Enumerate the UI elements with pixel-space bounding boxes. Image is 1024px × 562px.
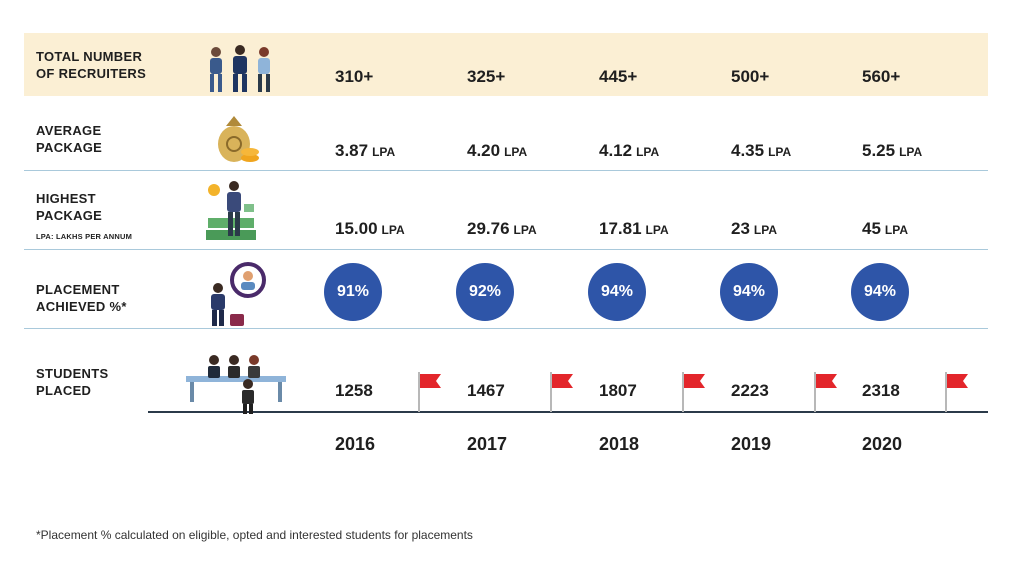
cell-value: 4.20	[467, 141, 501, 160]
cell-unit: LPA	[768, 145, 792, 159]
year-label-2016: 2016	[335, 434, 376, 454]
year-label-2018: 2018	[599, 434, 640, 454]
table-cell: 15.00 LPA	[335, 219, 405, 239]
table-cell: 1258	[335, 381, 373, 401]
table-cell: 5.25 LPA	[862, 141, 922, 161]
row-divider	[24, 328, 988, 329]
year-label-2020: 2020	[862, 434, 903, 454]
footnote: *Placement % calculated on eligible, opt…	[36, 528, 473, 542]
row-label-line: ACHIEVED %*	[36, 299, 127, 314]
cell-value: 15.00	[335, 219, 378, 238]
table-cell: 1807	[599, 381, 637, 401]
cell-unit: LPA	[636, 145, 660, 159]
header-band	[24, 33, 988, 96]
cell-unit: LPA	[884, 223, 909, 237]
cell-unit: LPA	[513, 223, 537, 237]
cell-value: 4.35	[731, 141, 765, 160]
cell-value: 17.81	[599, 219, 642, 238]
cell-unit: LPA	[899, 145, 923, 159]
table-cell: 1467	[467, 381, 505, 401]
row-label-line: AVERAGE	[36, 123, 102, 138]
table-cell: 29.76 LPA	[467, 219, 537, 239]
year-label-2019: 2019	[731, 434, 772, 454]
recruiters-icon	[210, 45, 270, 92]
placement-badge: 94%	[720, 263, 778, 321]
row-label-line: PLACEMENT	[36, 282, 120, 297]
row-label-highest-package: HIGHEST PACKAGE LPA: LAKHS PER ANNUM	[36, 190, 132, 245]
table-cell: 4.35 LPA	[731, 141, 791, 161]
cell-value: 560+	[862, 67, 901, 86]
row-label-recruiters: TOTAL NUMBER OF RECRUITERS	[36, 48, 146, 82]
interview-panel-icon	[186, 355, 286, 414]
baseline	[148, 411, 988, 413]
cell-value: 500+	[731, 67, 770, 86]
cell-value: 4.12	[599, 141, 633, 160]
placement-badge: 94%	[588, 263, 646, 321]
cell-value: 2318	[862, 381, 900, 400]
cell-value: 29.76	[467, 219, 510, 238]
flag-icon	[418, 372, 441, 412]
flag-icon	[682, 372, 705, 412]
businessman-money-icon	[206, 181, 256, 240]
table-cell: 4.20 LPA	[467, 141, 527, 161]
cell-unit: LPA	[504, 145, 528, 159]
table-cell: 3.87 LPA	[335, 141, 395, 161]
flag-icon	[814, 372, 837, 412]
row-label-line: PACKAGE	[36, 208, 103, 223]
table-cell: 310+	[335, 67, 373, 87]
cell-value: 325+	[467, 67, 506, 86]
cell-value: 45	[862, 219, 881, 238]
cell-value: 445+	[599, 67, 638, 86]
table-cell: 45 LPA	[862, 219, 908, 239]
table-cell: 23 LPA	[731, 219, 777, 239]
table-cell: 500+	[731, 67, 769, 87]
table-cell: 445+	[599, 67, 637, 87]
cell-unit: LPA	[645, 223, 669, 237]
flag-icon	[945, 372, 968, 412]
row-label-line: STUDENTS	[36, 366, 109, 381]
row-label-line: PLACED	[36, 383, 92, 398]
table-cell: 325+	[467, 67, 505, 87]
table-cell: 560+	[862, 67, 900, 87]
row-label-average-package: AVERAGE PACKAGE	[36, 122, 102, 156]
cell-value: 310+	[335, 67, 374, 86]
row-label-line: PACKAGE	[36, 140, 103, 155]
cell-value: 3.87	[335, 141, 369, 160]
table-cell: 2318	[862, 381, 900, 401]
placement-badge: 91%	[324, 263, 382, 321]
cell-unit: LPA	[753, 223, 778, 237]
cell-value: 5.25	[862, 141, 896, 160]
cell-unit: LPA	[381, 223, 405, 237]
cell-value: 1467	[467, 381, 505, 400]
cell-unit: LPA	[372, 145, 396, 159]
cell-value: 23	[731, 219, 750, 238]
table-cell: 4.12 LPA	[599, 141, 659, 161]
flag-icon	[550, 372, 573, 412]
row-label-placement: PLACEMENT ACHIEVED %*	[36, 281, 127, 315]
row-label-line: HIGHEST	[36, 191, 96, 206]
cell-value: 1807	[599, 381, 637, 400]
year-label-2017: 2017	[467, 434, 508, 454]
row-divider	[24, 170, 988, 171]
row-divider	[24, 249, 988, 250]
cell-value: 2223	[731, 381, 769, 400]
row-sublabel: LPA: LAKHS PER ANNUM	[36, 232, 133, 241]
table-cell: 17.81 LPA	[599, 219, 669, 239]
placement-badge: 94%	[851, 263, 909, 321]
placement-badge: 92%	[456, 263, 514, 321]
row-label-line: TOTAL NUMBER	[36, 49, 143, 64]
table-cell: 2223	[731, 381, 769, 401]
row-label-students-placed: STUDENTS PLACED	[36, 365, 108, 399]
money-bag-icon	[218, 116, 259, 162]
row-label-line: OF RECRUITERS	[36, 66, 147, 81]
cell-value: 1258	[335, 381, 373, 400]
placement-icon	[211, 262, 266, 326]
